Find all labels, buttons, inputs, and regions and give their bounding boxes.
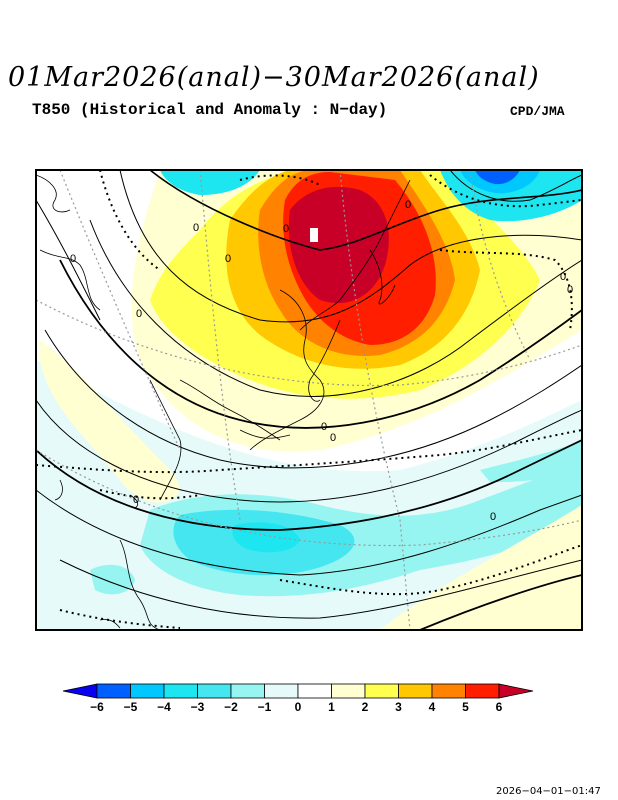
contour-label: 0 [405, 199, 411, 211]
coastlines [36, 174, 411, 630]
colorbar-tick-label: 5 [462, 700, 469, 714]
colorbar-tick-label: −6 [90, 700, 104, 714]
contour-label: 0 [567, 284, 573, 296]
lat-lon-grid [36, 170, 582, 630]
colorbar-tick-label: −1 [258, 700, 272, 714]
credit-label: CPD/JMA [510, 104, 565, 119]
colorbar-swatch [297, 683, 332, 699]
colorbar-min-arrow [62, 683, 98, 699]
timestamp: 2026−04−01−01:47 [496, 786, 601, 797]
anomaly-fields [36, 170, 582, 630]
colorbar-tick-label: −2 [224, 700, 238, 714]
contour-label: 0 [70, 253, 76, 265]
colorbar-swatch [96, 683, 131, 699]
chart-title: 01Mar2026(anal)−30Mar2026(anal) [8, 62, 540, 93]
colorbar-swatch [465, 683, 500, 699]
colorbar-tick-label: 1 [328, 700, 335, 714]
contour-label: 0 [330, 432, 336, 444]
colorbar-tick-label: 0 [295, 700, 302, 714]
colorbar-swatch [398, 683, 433, 699]
contour-label: 0 [321, 421, 327, 433]
zero-anomaly-contours [36, 170, 582, 629]
map-frame [35, 169, 583, 631]
colorbar-swatch [130, 683, 165, 699]
contour-label-group: 0 0 0 0 0 0 0 0 0 0 0 0 [70, 199, 573, 523]
contour-label: 0 [193, 222, 199, 234]
colorbar-swatch [197, 683, 232, 699]
chart-subtitle: T850 (Historical and Anomaly : N−day) [32, 101, 388, 119]
colorbar-swatch [264, 683, 299, 699]
colorbar-max-arrow [498, 683, 534, 699]
isotherms [36, 170, 582, 630]
colorbar-tick-label: −5 [124, 700, 138, 714]
colorbar-swatch [364, 683, 399, 699]
colorbar-tick-label: 4 [429, 700, 436, 714]
colorbar-swatch [230, 683, 265, 699]
colorbar-tick-label: −3 [191, 700, 205, 714]
colorbar-tick-label: 2 [362, 700, 369, 714]
colorbar: −6 −5 −4 −3 −2 −1 0 1 2 3 4 5 6 [62, 683, 534, 714]
contour-label: 0 [490, 511, 496, 523]
contour-label: 0 [133, 494, 139, 506]
colorbar-swatch [163, 683, 198, 699]
contour-label: 0 [225, 253, 231, 265]
colorbar-swatch [331, 683, 366, 699]
contour-label: 0 [560, 271, 566, 283]
contour-label: 0 [283, 223, 289, 235]
colorbar-swatch [431, 683, 466, 699]
colorbar-tick-label: 3 [395, 700, 402, 714]
colorbar-tick-label: −4 [157, 700, 171, 714]
colorbar-tick-label: 6 [496, 700, 503, 714]
contour-label: 0 [136, 308, 142, 320]
